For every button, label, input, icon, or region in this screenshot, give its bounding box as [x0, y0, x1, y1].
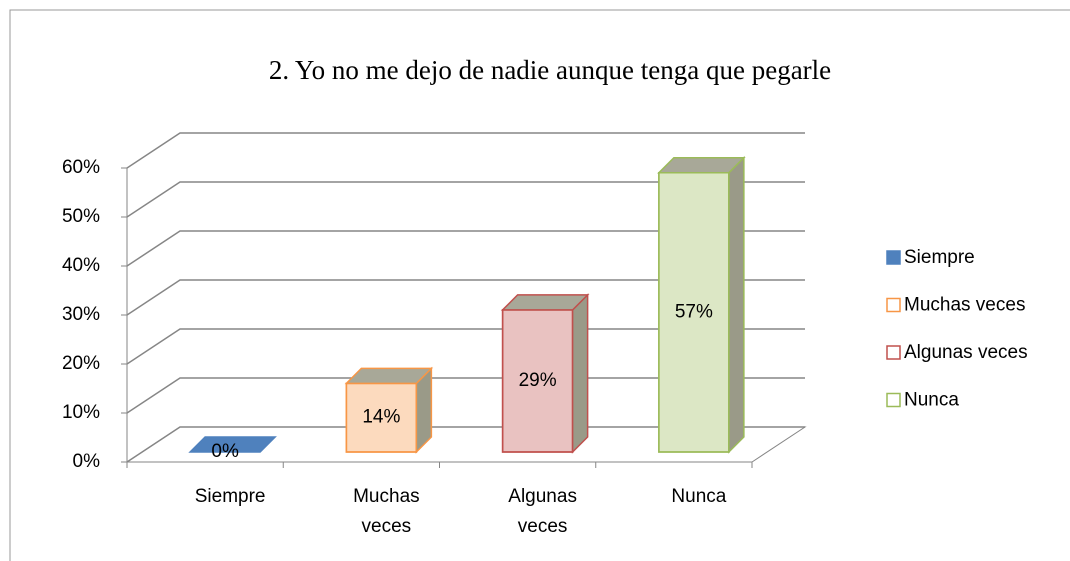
legend-swatch [886, 392, 901, 408]
y-tick-label: 0% [73, 451, 101, 472]
bar [188, 436, 277, 453]
grid-line [126, 230, 805, 267]
legend-swatch [886, 297, 901, 313]
value-label: 0% [211, 441, 239, 462]
y-tick-label: 20% [62, 353, 100, 374]
legend-label: Muchas veces [904, 295, 1025, 316]
value-label: 29% [519, 370, 557, 391]
x-tick-label: Nunca [671, 486, 727, 507]
y-tick-label: 30% [62, 304, 100, 325]
chart-border [9, 9, 1070, 561]
legend-label: Siempre [904, 247, 975, 268]
bar [500, 293, 590, 454]
bar-top [344, 367, 434, 385]
grid-line [126, 181, 805, 218]
y-tick-label: 40% [62, 255, 100, 276]
legend-swatch [886, 345, 901, 360]
bar-top [657, 156, 746, 174]
bar-top [500, 294, 590, 311]
grid-line [126, 328, 805, 365]
bar [344, 366, 434, 454]
x-tick-label: Muchas veces [353, 486, 420, 537]
y-tick-label: 50% [62, 206, 100, 227]
grid-line [126, 426, 805, 463]
grid-line [126, 377, 805, 414]
legend-label: Nunca [904, 390, 959, 411]
bar-top [188, 436, 277, 453]
x-tick-label: Algunas veces [508, 486, 577, 537]
legend-swatch [886, 250, 901, 265]
value-label: 57% [675, 301, 713, 322]
grid-line [126, 279, 805, 316]
bar-side [728, 155, 745, 454]
legend-label: Algunas veces [904, 342, 1028, 363]
bar-side [571, 293, 589, 454]
value-label: 14% [362, 407, 400, 428]
chart-title: 2. Yo no me dejo de nadie aunque tenga q… [269, 55, 831, 85]
bar [657, 155, 746, 454]
y-tick-label: 10% [62, 402, 100, 423]
y-tick-label: 60% [62, 157, 100, 178]
x-tick-label: Siempre [194, 486, 266, 507]
grid-line [126, 132, 805, 169]
